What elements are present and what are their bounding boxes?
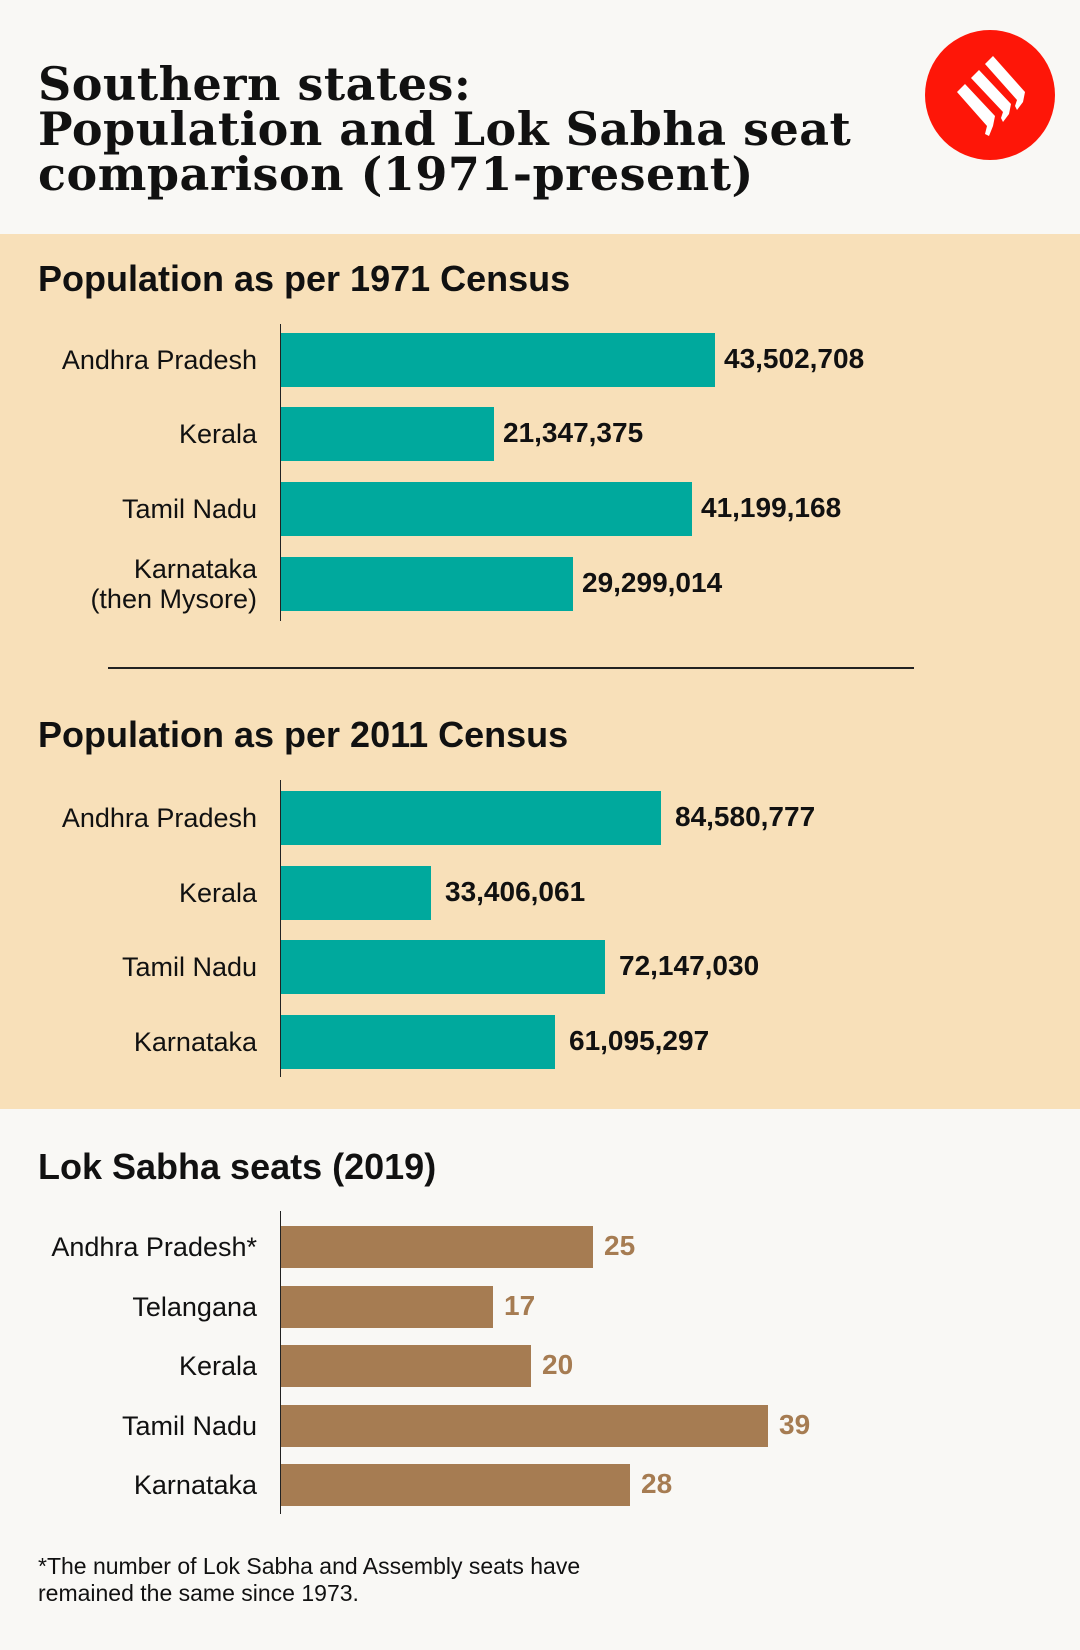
value-label: 25 bbox=[604, 1230, 636, 1261]
category-label: Tamil Nadu bbox=[122, 952, 257, 982]
category-label-line: (then Mysore) bbox=[90, 584, 257, 614]
bar bbox=[281, 866, 431, 920]
value-label: 28 bbox=[641, 1468, 673, 1499]
title-line: comparison (1971-present) bbox=[38, 147, 754, 201]
value-label: 29,299,014 bbox=[582, 567, 723, 598]
bar bbox=[281, 1226, 593, 1268]
value-label: 21,347,375 bbox=[503, 417, 644, 448]
category-label-line: Tamil Nadu bbox=[121, 952, 257, 982]
indian-express-logo-icon bbox=[925, 30, 1055, 160]
category-label-line: Karnataka bbox=[133, 1470, 257, 1500]
category-label-line: Kerala bbox=[178, 1351, 257, 1381]
category-label: Karnataka bbox=[134, 1027, 257, 1057]
footnote: *The number of Lok Sabha and Assembly se… bbox=[38, 1553, 580, 1607]
category-label-line: Tamil Nadu bbox=[121, 1411, 257, 1441]
value-label: 41,199,168 bbox=[701, 492, 842, 523]
bar bbox=[281, 333, 715, 387]
page-title: Southern states: Population and Lok Sabh… bbox=[38, 57, 852, 201]
bar bbox=[281, 1464, 630, 1506]
bar bbox=[281, 1286, 493, 1328]
bar bbox=[281, 1345, 531, 1387]
divider bbox=[108, 667, 914, 669]
bar bbox=[281, 407, 494, 461]
category-label: Karnataka bbox=[134, 1470, 257, 1500]
category-label-line: Telangana bbox=[132, 1292, 257, 1322]
category-label: Andhra Pradesh bbox=[62, 345, 257, 375]
category-label: Kerala bbox=[179, 878, 257, 908]
category-label: Karnataka (then Mysore) bbox=[90, 554, 257, 614]
bar bbox=[281, 791, 661, 845]
value-label: 72,147,030 bbox=[619, 950, 760, 981]
category-label: Kerala bbox=[179, 419, 257, 449]
footnote-line: *The number of Lok Sabha and Assembly se… bbox=[38, 1553, 581, 1579]
value-label: 17 bbox=[504, 1290, 536, 1321]
category-label-line: Andhra Pradesh bbox=[61, 345, 257, 375]
category-label: Andhra Pradesh* bbox=[51, 1232, 257, 1262]
bar bbox=[281, 940, 605, 994]
category-label: Kerala bbox=[179, 1351, 257, 1381]
chart-title-seats: Lok Sabha seats (2019) bbox=[38, 1146, 437, 1187]
bar bbox=[281, 1015, 555, 1069]
category-label-line: Andhra Pradesh bbox=[61, 803, 257, 833]
value-label: 33,406,061 bbox=[445, 876, 586, 907]
value-label: 84,580,777 bbox=[675, 801, 816, 832]
title-line: Southern states: bbox=[38, 57, 472, 111]
category-label: Tamil Nadu bbox=[122, 494, 257, 524]
title-line: Population and Lok Sabha seat bbox=[38, 102, 852, 156]
chart-title-1971: Population as per 1971 Census bbox=[38, 258, 571, 299]
axis-seats bbox=[280, 1211, 281, 1514]
category-label: Andhra Pradesh bbox=[62, 803, 257, 833]
category-label-line: Karnataka bbox=[133, 554, 257, 584]
value-label: 43,502,708 bbox=[724, 343, 865, 374]
category-label: Tamil Nadu bbox=[122, 1411, 257, 1441]
category-label: Telangana bbox=[132, 1292, 257, 1322]
category-label-line: Tamil Nadu bbox=[121, 494, 257, 524]
bar bbox=[281, 482, 692, 536]
category-label-line: Karnataka bbox=[133, 1027, 257, 1057]
category-label-line: Andhra Pradesh* bbox=[51, 1232, 257, 1262]
value-label: 20 bbox=[542, 1349, 574, 1380]
bar bbox=[281, 557, 573, 611]
value-label: 39 bbox=[779, 1409, 811, 1440]
category-label-line: Kerala bbox=[178, 419, 257, 449]
chart-title-2011: Population as per 2011 Census bbox=[38, 714, 569, 755]
value-label: 61,095,297 bbox=[569, 1025, 710, 1056]
category-label-line: Kerala bbox=[178, 878, 257, 908]
axis-1971 bbox=[280, 324, 281, 621]
axis-2011 bbox=[280, 780, 281, 1077]
bar bbox=[281, 1405, 768, 1447]
footnote-line: remained the same since 1973. bbox=[38, 1580, 359, 1606]
